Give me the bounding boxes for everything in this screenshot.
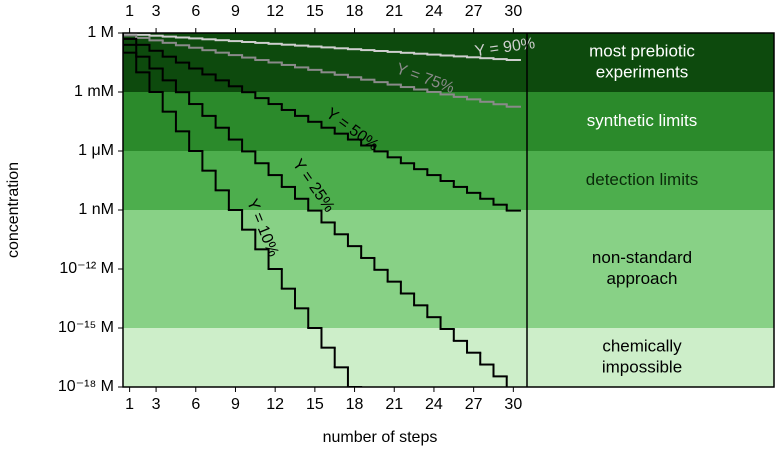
y-tick-label: 10⁻¹² M: [59, 260, 114, 277]
x-tick-label-top: 15: [306, 3, 324, 20]
y-tick-label: 10⁻¹⁵ M: [58, 319, 114, 336]
x-tick-label: 6: [191, 396, 200, 413]
band-label: experiments: [596, 62, 689, 81]
x-tick-label: 3: [152, 396, 161, 413]
band: [123, 92, 774, 151]
band-label: detection limits: [586, 170, 698, 189]
x-tick-label: 30: [504, 396, 522, 413]
x-axis-label: number of steps: [323, 429, 438, 446]
x-tick-label-top: 18: [346, 3, 364, 20]
x-tick-label: 1: [125, 396, 134, 413]
x-tick-label: 21: [385, 396, 403, 413]
y-tick-label: 1 mM: [74, 83, 114, 100]
band-label: most prebiotic: [589, 41, 695, 60]
y-tick-label: 10⁻¹⁸ M: [58, 378, 114, 395]
x-tick-label: 12: [266, 396, 284, 413]
band-label: non-standard: [592, 248, 692, 267]
y-tick-label: 1 M: [87, 24, 114, 41]
y-tick-label: 1 nM: [78, 201, 114, 218]
x-tick-label-top: 30: [504, 3, 522, 20]
x-tick-label-top: 3: [152, 3, 161, 20]
x-tick-label: 15: [306, 396, 324, 413]
band: [123, 33, 774, 92]
x-tick-label-top: 1: [125, 3, 134, 20]
x-tick-label: 27: [465, 396, 483, 413]
x-tick-label-top: 21: [385, 3, 403, 20]
series-lines: [123, 33, 521, 387]
band-label: impossible: [602, 357, 682, 376]
x-tick-label: 9: [231, 396, 240, 413]
y-tick-label: 1 μM: [78, 142, 114, 159]
x-tick-label-top: 24: [425, 3, 443, 20]
band-label: approach: [607, 269, 678, 288]
x-tick-label: 24: [425, 396, 443, 413]
band: [123, 328, 774, 387]
x-tick-label: 18: [346, 396, 364, 413]
x-tick-label-top: 6: [191, 3, 200, 20]
y-axis-label: concentration: [5, 162, 22, 258]
band: [123, 210, 774, 328]
x-tick-label-top: 9: [231, 3, 240, 20]
x-tick-label-top: 12: [266, 3, 284, 20]
band-label: chemically: [602, 336, 682, 355]
band-label: synthetic limits: [587, 111, 698, 130]
x-tick-label-top: 27: [465, 3, 483, 20]
